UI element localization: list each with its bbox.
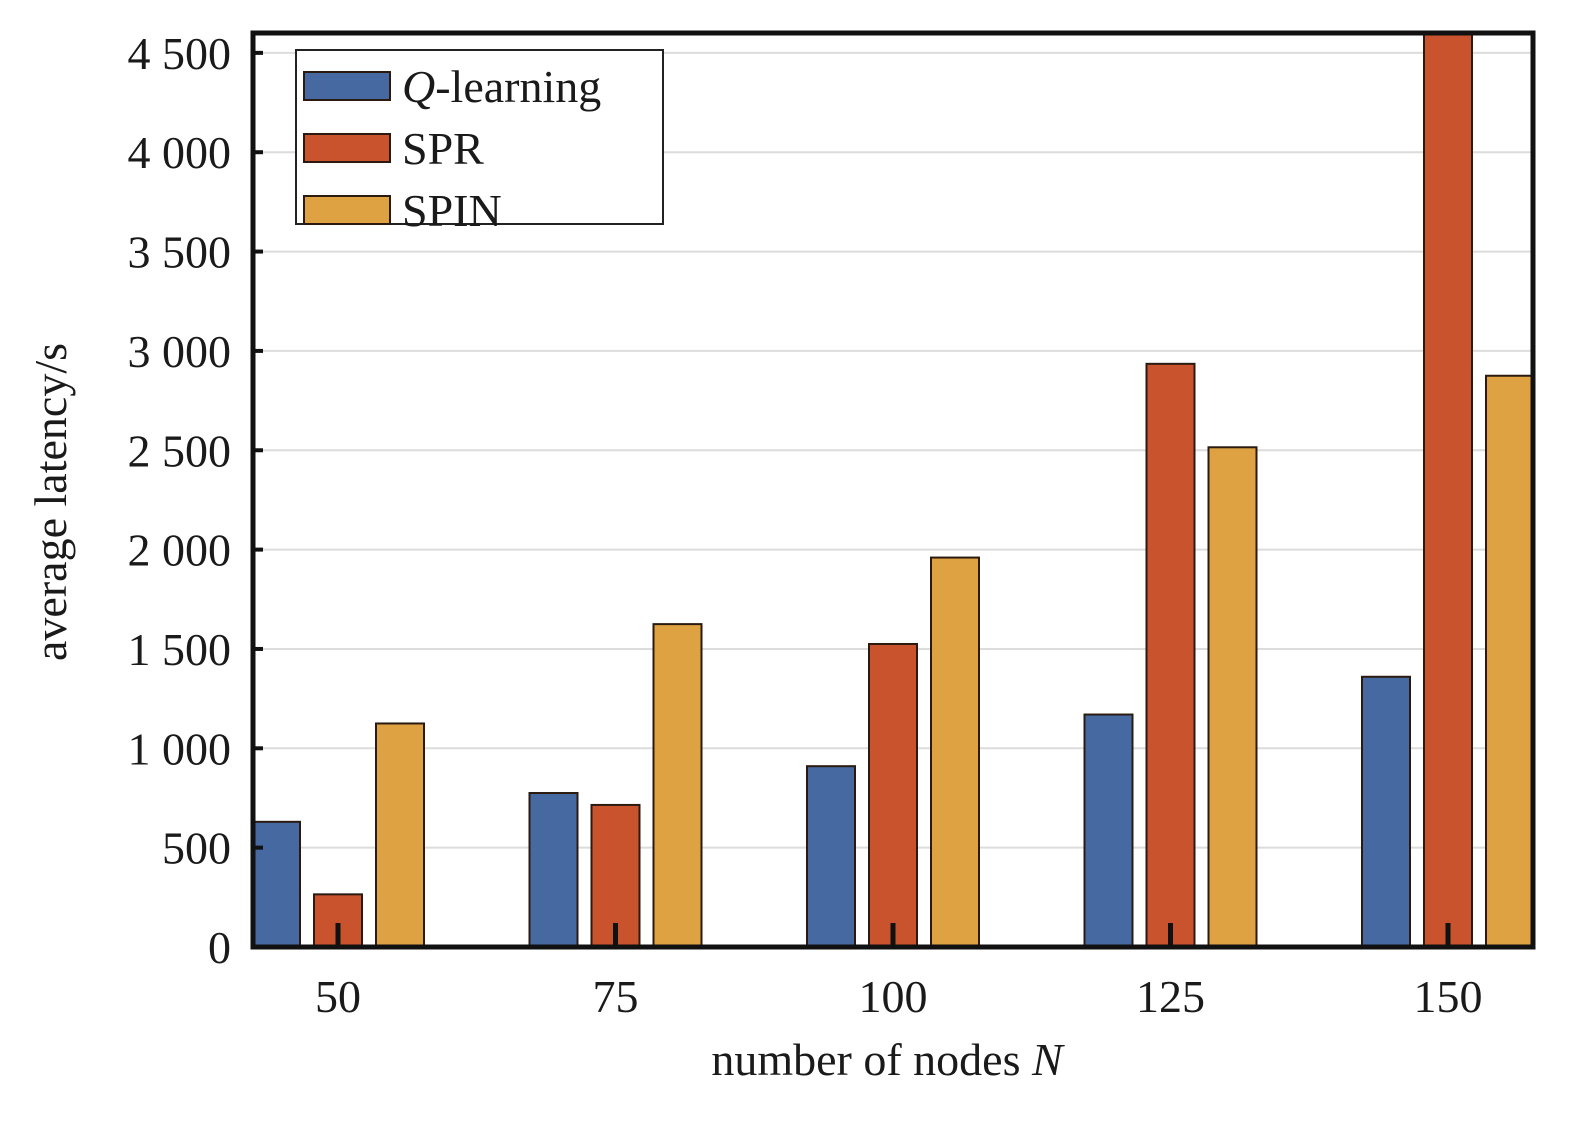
bars — [252, 32, 1534, 949]
x-tick-label: 50 — [315, 971, 361, 1022]
legend-swatch — [303, 195, 391, 225]
y-axis-title: average latency/s — [25, 343, 76, 661]
bar-spr-100 — [868, 642, 918, 948]
y-tick-label: 3 500 — [128, 227, 232, 278]
y-tick-label: 2 000 — [128, 525, 232, 576]
legend-label-italic: Q — [402, 61, 435, 112]
x-axis-title-text: number of nodes — [711, 1034, 1032, 1085]
x-tick-label: 100 — [859, 971, 928, 1022]
legend-swatch — [303, 71, 391, 101]
axis-ticks — [253, 50, 1451, 949]
x-axis-title: number of nodes N — [711, 1034, 1065, 1085]
x-tick-label: 125 — [1136, 971, 1205, 1022]
y-tick-label: 4 500 — [128, 28, 232, 79]
bar-spin-100 — [930, 556, 980, 948]
y-tick-label: 3 000 — [128, 326, 232, 377]
y-tick-label: 1 000 — [128, 723, 232, 774]
bar-spr-125 — [1145, 362, 1196, 948]
grid-lines — [253, 51, 1533, 849]
legend: Q-learning SPR SPIN — [295, 49, 664, 236]
bar-spin-150 — [1485, 374, 1534, 948]
bar-q-learning-100 — [806, 765, 856, 948]
y-tick-label: 0 — [208, 922, 231, 973]
legend-label: SPR — [402, 123, 484, 174]
y-tick-label: 2 500 — [128, 425, 232, 476]
y-tick-label: 1 500 — [128, 624, 232, 675]
legend-label: Q-learning — [402, 61, 601, 112]
y-tick-labels: 0 500 1 000 1 500 2 000 2 500 3 000 3 500 4 000 4… — [128, 28, 232, 973]
x-tick-label: 150 — [1414, 971, 1483, 1022]
bar-spin-125 — [1207, 446, 1258, 948]
bar-q-learning-75 — [528, 792, 579, 948]
bar-spr-150 — [1423, 32, 1473, 948]
x-tick-label: 75 — [593, 971, 639, 1022]
bar-q-learning-50 — [252, 820, 301, 948]
y-tick-label: 4 000 — [128, 127, 232, 178]
legend-label-rest: -learning — [435, 61, 601, 112]
bar-q-learning-125 — [1083, 713, 1134, 948]
bar-spin-50 — [375, 722, 425, 949]
x-tick-labels: 50 75 100 125 150 — [315, 971, 1483, 1022]
x-axis-title-variable: N — [1031, 1034, 1065, 1085]
legend-label: SPIN — [402, 185, 502, 236]
bar-spin-75 — [652, 623, 703, 948]
y-tick-label: 500 — [162, 823, 231, 874]
bar-q-learning-150 — [1361, 675, 1411, 948]
legend-swatch — [303, 133, 391, 163]
